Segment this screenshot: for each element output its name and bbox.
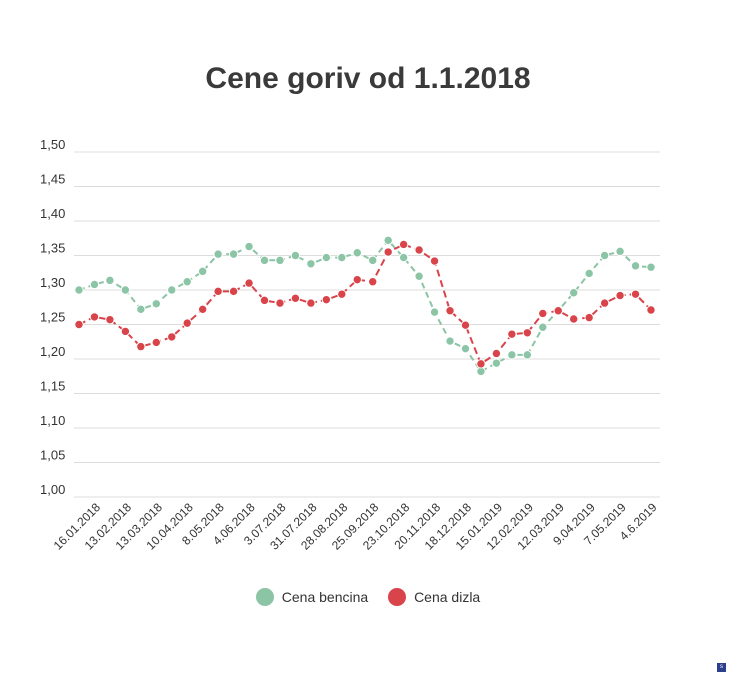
data-point-dizel: [105, 314, 115, 325]
data-point-bencin: [197, 266, 208, 277]
data-point-bencin: [151, 299, 161, 309]
data-point-dizel: [646, 305, 656, 315]
data-point-bencin: [368, 255, 378, 266]
data-point-dizel: [275, 298, 285, 308]
data-point-dizel: [197, 304, 208, 315]
brand-logo: s: [717, 663, 726, 672]
data-point-dizel: [522, 328, 533, 338]
data-point-bencin: [522, 350, 533, 360]
y-tick-label: 1,00: [40, 482, 65, 497]
y-tick-label: 1,10: [40, 413, 65, 428]
data-point-bencin: [429, 307, 440, 317]
data-point-dizel: [228, 286, 239, 297]
data-point-dizel: [414, 245, 424, 255]
data-point-bencin: [89, 279, 100, 290]
data-point-bencin: [306, 259, 316, 269]
data-point-bencin: [599, 250, 610, 261]
chart-title: Cene goriv od 1.1.2018: [205, 62, 531, 95]
data-point-bencin: [244, 241, 254, 252]
data-point-bencin: [352, 248, 362, 258]
data-point-dizel: [306, 298, 316, 308]
data-point-dizel: [182, 318, 192, 328]
y-tick-label: 1,35: [40, 241, 65, 256]
data-point-dizel: [538, 308, 548, 319]
y-tick-label: 1,15: [40, 379, 65, 394]
y-tick-label: 1,45: [40, 172, 65, 187]
legend-item-dizel[interactable]: Cena dizla: [388, 588, 480, 606]
data-point-dizel: [167, 332, 177, 342]
data-point-dizel: [383, 247, 393, 257]
data-point-bencin: [460, 343, 471, 354]
y-tick-label: 1,25: [40, 310, 65, 325]
data-point-bencin: [259, 255, 270, 266]
data-point-bencin: [538, 322, 548, 332]
data-point-dizel: [569, 314, 579, 324]
data-point-bencin: [321, 252, 332, 263]
data-point-dizel: [352, 274, 362, 285]
data-point-bencin: [630, 261, 641, 271]
data-point-dizel: [398, 239, 409, 250]
data-point-bencin: [383, 235, 393, 246]
legend-item-bencin[interactable]: Cena bencina: [255, 588, 369, 606]
data-point-dizel: [368, 277, 378, 287]
data-point-bencin: [646, 262, 656, 272]
data-point-bencin: [398, 252, 409, 263]
data-point-bencin: [337, 252, 347, 263]
y-tick-label: 1,30: [40, 275, 65, 290]
data-point-dizel: [445, 306, 455, 316]
data-point-dizel: [337, 289, 347, 299]
line-chart: 1,00 1,05 1,10 1,15 1,20 1,25 1,30 1,35 1,40 1,45…: [40, 137, 660, 553]
y-tick-label: 1,05: [40, 448, 65, 463]
data-point-bencin: [507, 350, 517, 360]
data-point-bencin: [228, 249, 239, 259]
data-point-dizel: [584, 312, 594, 323]
legend-swatch-bencin: [255, 588, 274, 606]
data-point-bencin: [136, 304, 146, 315]
data-point-dizel: [120, 326, 131, 337]
legend-swatch-dizel: [388, 588, 407, 606]
data-point-bencin: [414, 271, 424, 281]
data-point-bencin: [74, 285, 84, 295]
data-point-dizel: [507, 329, 517, 339]
data-point-dizel: [290, 293, 301, 303]
data-point-bencin: [120, 285, 131, 295]
data-point-dizel: [491, 348, 502, 359]
data-point-dizel: [476, 359, 486, 369]
legend: Cena bencina Cena dizla: [0, 588, 736, 609]
data-point-bencin: [105, 275, 115, 286]
data-point-bencin: [275, 255, 285, 266]
series-line-dizel: [78, 243, 652, 366]
data-point-dizel: [244, 278, 254, 288]
y-tick-label: 1,40: [40, 206, 65, 221]
data-point-bencin: [290, 250, 301, 261]
data-point-dizel: [321, 294, 332, 305]
data-point-bencin: [615, 246, 625, 257]
data-point-bencin: [167, 285, 177, 295]
data-point-dizel: [136, 341, 146, 352]
data-point-dizel: [615, 290, 625, 301]
data-point-dizel: [553, 306, 563, 316]
data-point-dizel: [599, 298, 610, 308]
data-point-bencin: [182, 277, 192, 287]
data-point-bencin: [584, 268, 594, 279]
legend-label-bencin: Cena bencina: [281, 589, 369, 605]
data-point-dizel: [259, 295, 270, 306]
data-point-dizel: [74, 319, 84, 330]
data-point-bencin: [569, 288, 579, 298]
data-point-bencin: [445, 336, 455, 346]
series-line-bencin: [78, 238, 652, 373]
data-point-dizel: [630, 289, 641, 299]
y-tick-label: 1,50: [40, 137, 65, 152]
data-point-dizel: [89, 312, 100, 322]
legend-label-dizel: Cena dizla: [414, 589, 481, 605]
data-point-dizel: [460, 320, 471, 330]
data-point-dizel: [429, 256, 440, 266]
y-tick-label: 1,20: [40, 344, 65, 359]
data-point-dizel: [151, 337, 161, 348]
data-point-bencin: [491, 358, 502, 368]
data-point-bencin: [213, 249, 223, 259]
data-point-dizel: [213, 286, 223, 297]
